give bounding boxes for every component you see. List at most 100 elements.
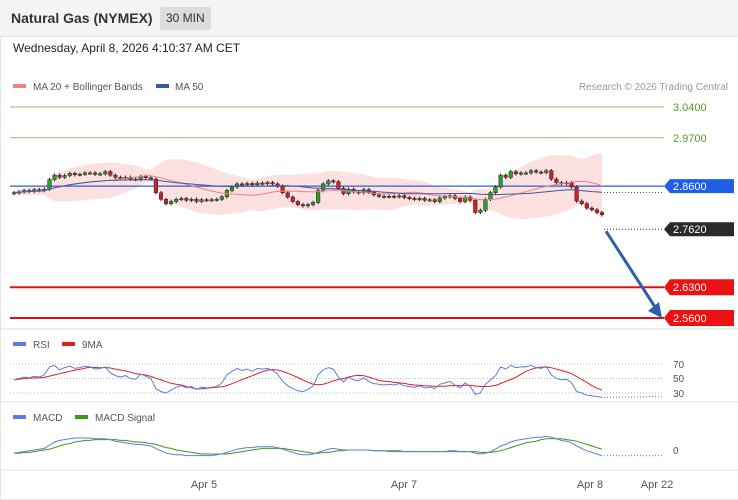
macd-zero-label: 0	[673, 446, 679, 457]
bullish-candle	[528, 170, 534, 174]
bullish-candle	[523, 172, 529, 175]
bullish-candle	[103, 171, 108, 175]
bearish-candle	[513, 171, 518, 175]
research-credit: Research © 2026 Trading Central	[579, 82, 728, 93]
bullish-candle	[518, 172, 523, 175]
bullish-candle	[442, 196, 447, 199]
bearish-candle	[148, 177, 153, 180]
bearish-candle	[113, 174, 118, 178]
bullish-candle	[169, 201, 174, 204]
rsi-legend-swatch	[13, 342, 26, 346]
bearish-candle	[458, 198, 463, 202]
pivot-level-tag	[664, 179, 734, 194]
ma20-legend-label: MA 20 + Bollinger Bands	[33, 82, 143, 93]
timeframe-badge[interactable]: 30 MIN	[160, 7, 211, 30]
x-tick-label: Apr 5	[191, 479, 217, 491]
bullish-candle	[77, 174, 82, 176]
bearish-candle	[432, 199, 437, 202]
bullish-candle	[493, 186, 498, 193]
macd-signal-legend-label: MACD Signal	[95, 413, 155, 424]
support-level-label: 2.6300	[673, 282, 707, 294]
x-tick-label: Apr 7	[391, 479, 417, 491]
forecast-arrow-head	[648, 302, 662, 318]
chart-datetime: Wednesday, April 8, 2026 4:10:37 AM CET	[13, 41, 241, 55]
bearish-candle	[407, 197, 412, 200]
rsi-ma-legend-label: 9MA	[82, 340, 103, 351]
bearish-candle	[72, 173, 77, 175]
macd-legend-label: MACD	[33, 413, 62, 424]
macd-line	[13, 435, 603, 457]
ma20-legend-swatch	[13, 84, 26, 88]
bearish-candle	[295, 201, 300, 205]
last-price-tag	[664, 222, 734, 237]
x-tick-label: Apr 8	[577, 479, 603, 491]
bullish-candle	[316, 190, 321, 203]
bullish-candle	[174, 199, 179, 202]
bearish-candle	[412, 198, 417, 200]
rsi-level-30: 30	[673, 389, 685, 400]
bearish-candle	[392, 195, 397, 198]
bullish-candle	[483, 199, 488, 211]
bullish-candle	[67, 173, 72, 176]
support-level-tag	[664, 279, 734, 296]
bullish-candle	[87, 172, 93, 175]
bearish-candle	[108, 171, 113, 176]
bullish-candle	[498, 174, 503, 188]
bullish-candle	[417, 198, 422, 200]
bullish-candle	[326, 180, 331, 185]
bearish-candle	[584, 203, 589, 209]
x-tick-label: Apr 22	[641, 479, 673, 491]
bearish-candle	[569, 182, 574, 188]
ma50-legend-swatch	[156, 84, 169, 88]
bullish-candle	[234, 183, 240, 188]
bearish-candle	[589, 207, 594, 211]
bullish-candle	[397, 195, 402, 198]
bearish-candle	[300, 204, 305, 207]
bearish-candle	[402, 195, 407, 198]
bullish-candle	[179, 198, 184, 200]
bearish-candle	[549, 170, 554, 180]
bearish-candle	[594, 209, 599, 213]
bearish-candle	[184, 198, 189, 201]
bullish-candle	[245, 183, 250, 186]
last-price-label: 2.7620	[673, 224, 707, 236]
bearish-candle	[250, 183, 255, 186]
bearish-candle	[57, 174, 62, 178]
bullish-candle	[265, 182, 270, 185]
instrument-title: Natural Gas (NYMEX)	[11, 10, 153, 26]
bearish-candle	[240, 183, 245, 186]
macd-signal-legend-swatch	[75, 415, 88, 419]
bullish-candle	[255, 182, 260, 186]
bullish-candle	[199, 199, 204, 202]
bullish-candle	[321, 183, 326, 191]
resistance-level-label: 2.9700	[673, 133, 707, 145]
bearish-candle	[194, 199, 199, 202]
rsi-projection	[603, 395, 665, 398]
support-level-label: 2.5600	[673, 313, 707, 325]
bearish-candle	[143, 176, 148, 179]
macd-signal-line	[14, 438, 603, 455]
bearish-candle	[153, 178, 158, 193]
rsi-line	[13, 364, 603, 398]
bullish-candle	[508, 171, 513, 178]
bearish-candle	[599, 212, 605, 215]
rsi-ma-line	[13, 366, 603, 391]
bullish-candle	[82, 172, 88, 175]
rsi-ma-legend-swatch	[62, 342, 75, 346]
bearish-candle	[260, 182, 265, 185]
bearish-candle	[93, 172, 98, 175]
bullish-candle	[437, 197, 442, 202]
bullish-candle	[488, 192, 493, 200]
bearish-candle	[422, 198, 427, 201]
bullish-candle	[11, 192, 17, 195]
bullish-candle	[427, 199, 432, 202]
resistance-level-label: 3.0400	[673, 102, 707, 114]
bullish-candle	[387, 195, 392, 198]
bullish-candle	[544, 170, 549, 173]
bearish-candle	[270, 182, 275, 185]
bearish-candle	[554, 178, 559, 183]
bullish-candle	[305, 204, 311, 207]
bullish-candle	[478, 210, 483, 213]
rsi-level-70: 70	[673, 360, 685, 371]
